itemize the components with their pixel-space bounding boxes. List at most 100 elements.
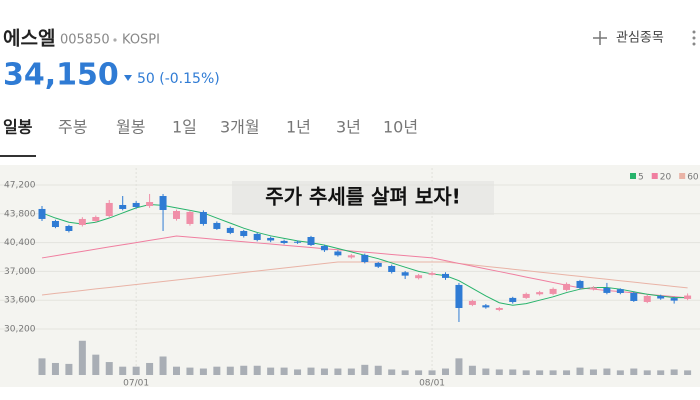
volume-bar xyxy=(186,367,194,375)
candle-body xyxy=(657,295,665,299)
candle-body xyxy=(670,298,678,301)
volume-bar xyxy=(536,370,544,375)
candle-body xyxy=(374,262,382,267)
tab[interactable]: 일봉 xyxy=(3,118,33,137)
stock-code: 005850 xyxy=(60,33,110,48)
overlay-title: 주가 추세를 살펴 보자! xyxy=(265,185,461,209)
volume-bar xyxy=(401,370,409,375)
candle-body xyxy=(536,292,544,295)
watchlist-button[interactable]: 관심종목 xyxy=(593,31,664,46)
volume-bar xyxy=(361,364,369,375)
volume-bar xyxy=(294,369,302,375)
candle-body xyxy=(455,284,463,308)
candle-body xyxy=(603,287,611,293)
volume-bar xyxy=(455,358,463,375)
volume-bar xyxy=(119,366,127,375)
candle-body xyxy=(684,295,692,299)
candle-body xyxy=(388,265,396,272)
candle-body xyxy=(78,218,86,225)
volume-bar xyxy=(159,356,167,375)
tab[interactable]: 주봉 xyxy=(58,118,87,137)
candle-body xyxy=(280,240,288,244)
volume-bar xyxy=(563,370,571,375)
candle-body xyxy=(119,204,127,209)
candle-body xyxy=(468,300,476,305)
candle-body xyxy=(401,272,409,276)
volume-bar xyxy=(280,367,288,375)
volume-bar xyxy=(65,363,73,375)
volume-bar xyxy=(334,368,342,375)
candle-body xyxy=(92,217,100,221)
dot xyxy=(692,36,696,40)
volume-bar xyxy=(670,369,678,375)
candle-body xyxy=(159,196,167,210)
candle-body xyxy=(51,221,59,228)
volume-bar xyxy=(267,367,275,375)
legend-label: 60 xyxy=(687,173,699,183)
stock-name: 에스엘 xyxy=(3,28,55,50)
market: KOSPI xyxy=(122,33,160,48)
volume-bar xyxy=(226,366,234,375)
volume-bar xyxy=(442,368,449,375)
volume-bar xyxy=(240,365,248,375)
volume-bar xyxy=(199,368,207,375)
dot xyxy=(692,30,696,34)
volume-bar xyxy=(213,366,221,375)
candle-body xyxy=(294,241,302,243)
y-tick-label: 30,200 xyxy=(4,325,36,335)
legend-swatch xyxy=(630,173,636,179)
volume-bar xyxy=(78,340,86,375)
volume-bar xyxy=(482,368,490,375)
volume-bar xyxy=(146,362,154,375)
volume-bar xyxy=(684,370,692,375)
legend-swatch xyxy=(651,173,658,179)
candle-body xyxy=(576,280,584,288)
y-tick-label: 37,000 xyxy=(4,267,36,277)
watchlist-label: 관심종목 xyxy=(616,31,664,46)
volume-bar xyxy=(603,368,611,375)
volume-bar xyxy=(253,365,261,375)
candle-body xyxy=(630,292,638,301)
candle-body xyxy=(428,273,436,275)
candle-body xyxy=(240,230,248,236)
dot xyxy=(692,42,696,46)
candle-body xyxy=(213,222,221,229)
tab[interactable]: 1일 xyxy=(172,118,197,137)
more-button[interactable] xyxy=(692,30,696,46)
candle-body xyxy=(334,251,342,256)
legend-label: 20 xyxy=(660,173,672,183)
candle-body xyxy=(616,289,624,293)
volume-bar xyxy=(468,365,476,375)
candle-body xyxy=(186,212,194,224)
tab[interactable]: 1년 xyxy=(286,118,311,137)
candle-body xyxy=(226,227,234,233)
tab[interactable]: 3개월 xyxy=(220,118,260,137)
tab[interactable]: 3년 xyxy=(336,118,361,137)
candle-body xyxy=(267,237,275,241)
candle-body xyxy=(132,202,140,208)
legend-swatch xyxy=(679,173,686,179)
candle-body xyxy=(361,254,369,262)
volume-bar xyxy=(347,368,355,375)
candle-body xyxy=(589,287,597,290)
tabs: 일봉 주봉 월봉 1일 3개월 1년 3년 10년 xyxy=(0,118,418,157)
candle-body xyxy=(549,288,557,294)
price: 34,150 xyxy=(3,58,119,93)
volume-bar xyxy=(415,370,423,375)
candle-body xyxy=(320,245,328,251)
volume-bar xyxy=(51,362,59,375)
volume-bar xyxy=(549,370,557,375)
candle-body xyxy=(522,293,530,298)
volume-bar xyxy=(320,368,328,375)
overlay-box xyxy=(232,181,494,215)
volume-bar xyxy=(38,358,46,375)
y-tick-label: 40,400 xyxy=(4,238,36,248)
candle-body xyxy=(643,295,651,302)
volume-bar xyxy=(495,369,503,375)
tab[interactable]: 10년 xyxy=(383,118,418,137)
candle-body xyxy=(199,212,207,224)
volume-bar xyxy=(388,369,396,375)
volume-bar xyxy=(428,370,436,375)
tab[interactable]: 월봉 xyxy=(116,118,145,137)
